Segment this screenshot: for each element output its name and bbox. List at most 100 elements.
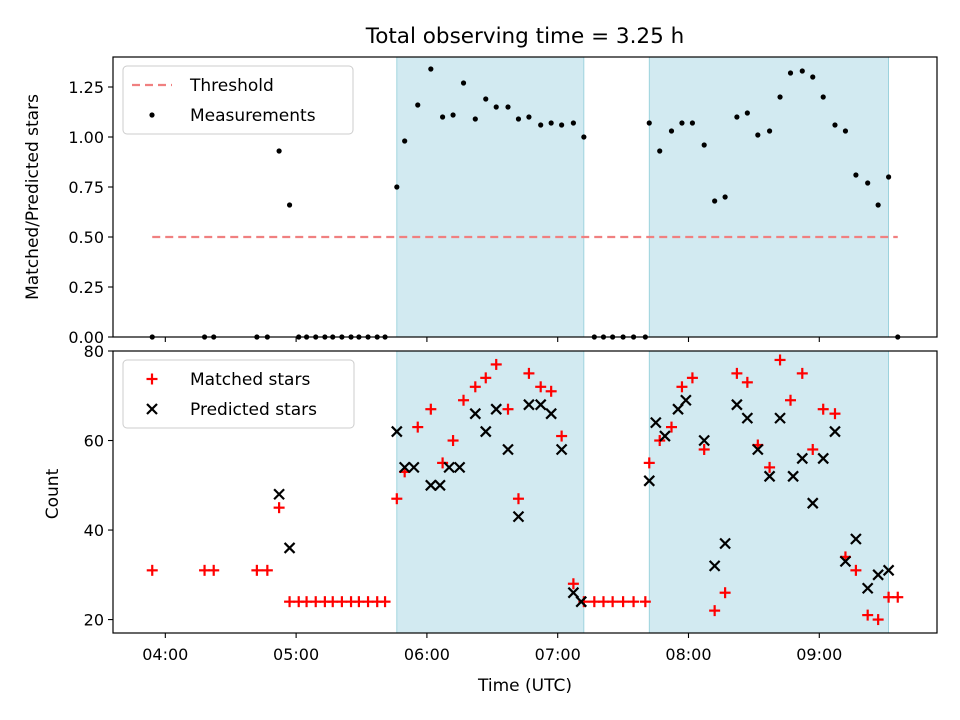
- point-top-s0-59: [832, 122, 838, 128]
- point-top-s0-34: [570, 120, 576, 126]
- y-tick-label-bottom-3: 80: [84, 342, 104, 361]
- point-bottom-s0-34: [567, 578, 579, 590]
- point-bottom-s0-3: [251, 564, 263, 576]
- point-bottom-s0-50: [731, 367, 743, 379]
- y-tick-label-top-1: 0.25: [68, 278, 104, 297]
- point-bottom-s0-28: [502, 403, 514, 415]
- point-bottom-s1-33: [787, 470, 799, 483]
- point-bottom-s1-7: [443, 461, 455, 474]
- point-bottom-s1-40: [861, 582, 874, 595]
- point-bottom-s1-19: [575, 595, 588, 608]
- point-bottom-s1-8: [453, 461, 466, 474]
- x-tick-label-bottom-1: 05:00: [273, 645, 319, 664]
- point-top-s0-52: [755, 132, 761, 138]
- point-bottom-s0-21: [425, 403, 437, 415]
- bottom-panel: 20 40 60 80 04:00 05:00 06:00 07:00 08:00 09:00 Ma…: [84, 342, 938, 664]
- y-tick-label-bottom-2: 60: [84, 432, 104, 451]
- point-bottom-s1-41: [872, 569, 884, 581]
- point-top-s0-61: [853, 172, 859, 178]
- point-bottom-s0-61: [850, 564, 862, 576]
- x-tick-label-bottom-0: 04:00: [142, 645, 188, 664]
- point-top-s0-19: [402, 138, 408, 144]
- y-tick-label-top-5: 1.25: [68, 78, 104, 97]
- point-bottom-s0-17: [379, 596, 391, 608]
- point-top-s0-49: [722, 194, 728, 200]
- point-top-s0-51: [744, 110, 750, 116]
- point-bottom-s0-59: [829, 408, 841, 420]
- point-bottom-s1-3: [398, 461, 411, 474]
- point-top-s0-18: [394, 184, 400, 190]
- point-top-s0-21: [428, 66, 434, 72]
- point-top-s0-30: [526, 114, 532, 120]
- legend-top: Threshold Measurements: [122, 65, 354, 135]
- axes-frame-top: [112, 56, 938, 338]
- point-bottom-s0-56: [796, 367, 808, 379]
- point-top-s0-32: [548, 120, 554, 126]
- point-top-s0-33: [559, 122, 565, 128]
- point-bottom-s1-5: [425, 479, 437, 492]
- point-top-s0-24: [460, 80, 467, 86]
- point-bottom-s0-62: [862, 609, 874, 621]
- point-bottom-s1-36: [817, 452, 829, 465]
- point-bottom-s0-32: [545, 385, 557, 397]
- point-bottom-s1-25: [698, 434, 710, 447]
- point-bottom-s1-9: [469, 407, 482, 420]
- point-bottom-s0-57: [807, 443, 819, 455]
- point-bottom-s0-27: [490, 358, 502, 370]
- point-bottom-s0-22: [437, 457, 449, 469]
- point-bottom-s0-44: [665, 421, 677, 433]
- point-bottom-s1-39: [850, 533, 862, 545]
- point-bottom-s0-29: [512, 493, 524, 505]
- point-bottom-s1-30: [752, 443, 764, 456]
- point-bottom-s0-18: [391, 493, 403, 505]
- point-bottom-s1-29: [741, 412, 754, 424]
- point-top-s0-54: [777, 94, 783, 100]
- point-bottom-s1-28: [731, 398, 743, 411]
- point-top-s0-58: [820, 94, 826, 100]
- point-top-s0-29: [515, 116, 522, 122]
- legend-label-bottom-1: Predicted stars: [190, 400, 317, 420]
- point-top-s0-27: [493, 104, 499, 110]
- point-bottom-s0-54: [774, 354, 786, 366]
- point-top-s0-23: [450, 112, 456, 118]
- x-tick-label-bottom-2: 06:00: [404, 645, 450, 664]
- x-tick-label-bottom-5: 09:00: [796, 645, 842, 664]
- y-tick-label-bottom-0: 20: [84, 611, 104, 630]
- point-bottom-s1-37: [829, 425, 841, 438]
- point-top-s0-53: [766, 128, 773, 134]
- x-tick-label-bottom-4: 08:00: [665, 645, 711, 664]
- shaded-span-bottom-0: [396, 350, 585, 634]
- point-top-s0-43: [657, 148, 663, 154]
- point-bottom-s1-32: [774, 412, 786, 424]
- point-bottom-s0-26: [480, 372, 492, 384]
- point-bottom-s0-0: [146, 564, 158, 576]
- point-top-s0-60: [842, 128, 849, 134]
- legend-marker-measurements: [149, 112, 155, 118]
- point-bottom-s0-25: [469, 381, 481, 393]
- y-tick-label-top-4: 1.00: [68, 128, 104, 147]
- point-top-s0-35: [581, 134, 587, 140]
- point-bottom-s0-30: [523, 367, 535, 379]
- point-bottom-s1-23: [672, 403, 684, 415]
- point-bottom-s0-20: [412, 421, 424, 433]
- y-tick-label-top-3: 0.75: [68, 178, 104, 197]
- shaded-span-bottom-1: [648, 350, 890, 634]
- legend-label-top-1: Measurements: [190, 106, 316, 126]
- point-bottom-s0-53: [764, 461, 776, 473]
- point-top-s0-28: [505, 104, 511, 110]
- point-top-s0-64: [886, 174, 892, 180]
- point-top-s0-20: [415, 102, 421, 108]
- axes-frame-bottom: [112, 350, 938, 634]
- point-bottom-s0-45: [676, 381, 688, 393]
- point-bottom-s1-15: [534, 398, 547, 411]
- point-bottom-s1-14: [523, 398, 535, 411]
- y-axis-label-top: Matched/Predicted stars: [23, 94, 43, 300]
- point-bottom-s0-24: [458, 394, 470, 406]
- point-bottom-s0-63: [872, 614, 884, 626]
- x-tick-label-bottom-3: 07:00: [535, 645, 581, 664]
- point-bottom-s1-18: [567, 586, 580, 599]
- point-bottom-s1-0: [273, 488, 285, 501]
- legend-marker-predicted: [146, 403, 158, 415]
- point-bottom-s1-20: [643, 475, 656, 487]
- point-top-s0-56: [799, 68, 805, 74]
